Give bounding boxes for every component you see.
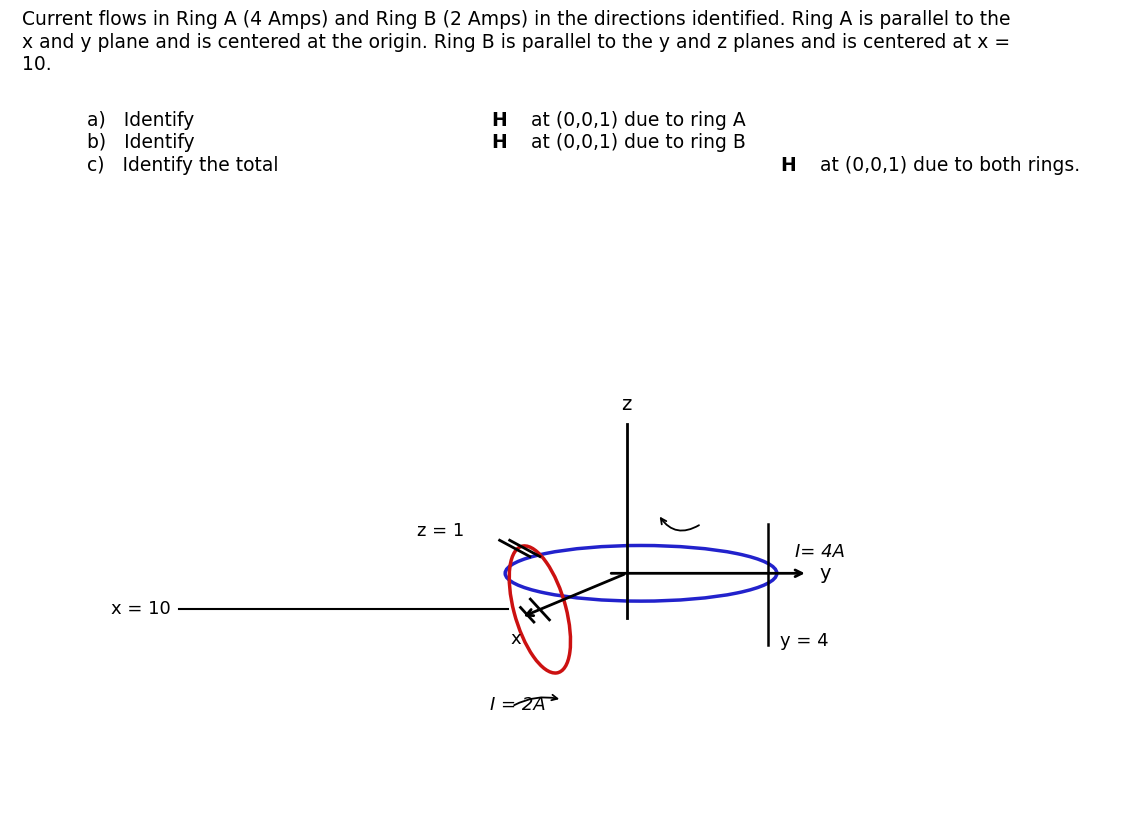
Text: at (0,0,1) due to ring A: at (0,0,1) due to ring A (525, 111, 746, 130)
Text: y: y (819, 563, 831, 583)
Text: b)   Identify H at (0,0,1) due to ring B: b) Identify H at (0,0,1) due to ring B (87, 133, 436, 152)
Text: c)   Identify the total H at (0,0,1) due to both rings.: c) Identify the total H at (0,0,1) due t… (87, 156, 565, 174)
Text: H: H (492, 133, 508, 152)
Text: x = 10: x = 10 (111, 600, 171, 618)
Text: H: H (492, 111, 508, 130)
Text: b)   Identify: b) Identify (87, 133, 201, 152)
Text: at (0,0,1) due to ring B: at (0,0,1) due to ring B (525, 133, 746, 152)
Text: c)   Identify the total: c) Identify the total (87, 156, 284, 174)
Text: y = 4: y = 4 (779, 632, 828, 650)
Text: H: H (780, 156, 796, 174)
Text: z: z (622, 395, 632, 414)
Text: I= 4A: I= 4A (795, 542, 845, 560)
Text: Current flows in Ring A (4 Amps) and Ring B (2 Amps) in the directions identifie: Current flows in Ring A (4 Amps) and Rin… (22, 11, 1010, 29)
Text: at (0,0,1) due to both rings.: at (0,0,1) due to both rings. (814, 156, 1081, 174)
Text: I = 2A: I = 2A (489, 695, 545, 713)
Text: x: x (510, 630, 521, 648)
Text: x and y plane and is centered at the origin. Ring B is parallel to the y and z p: x and y plane and is centered at the ori… (22, 33, 1010, 52)
Text: z = 1: z = 1 (418, 522, 464, 540)
Text: a)   Identify: a) Identify (87, 111, 200, 130)
Text: 10.: 10. (22, 55, 51, 74)
Text: a)   Identify H at (0,0,1) due to ring A: a) Identify H at (0,0,1) due to ring A (87, 111, 435, 130)
